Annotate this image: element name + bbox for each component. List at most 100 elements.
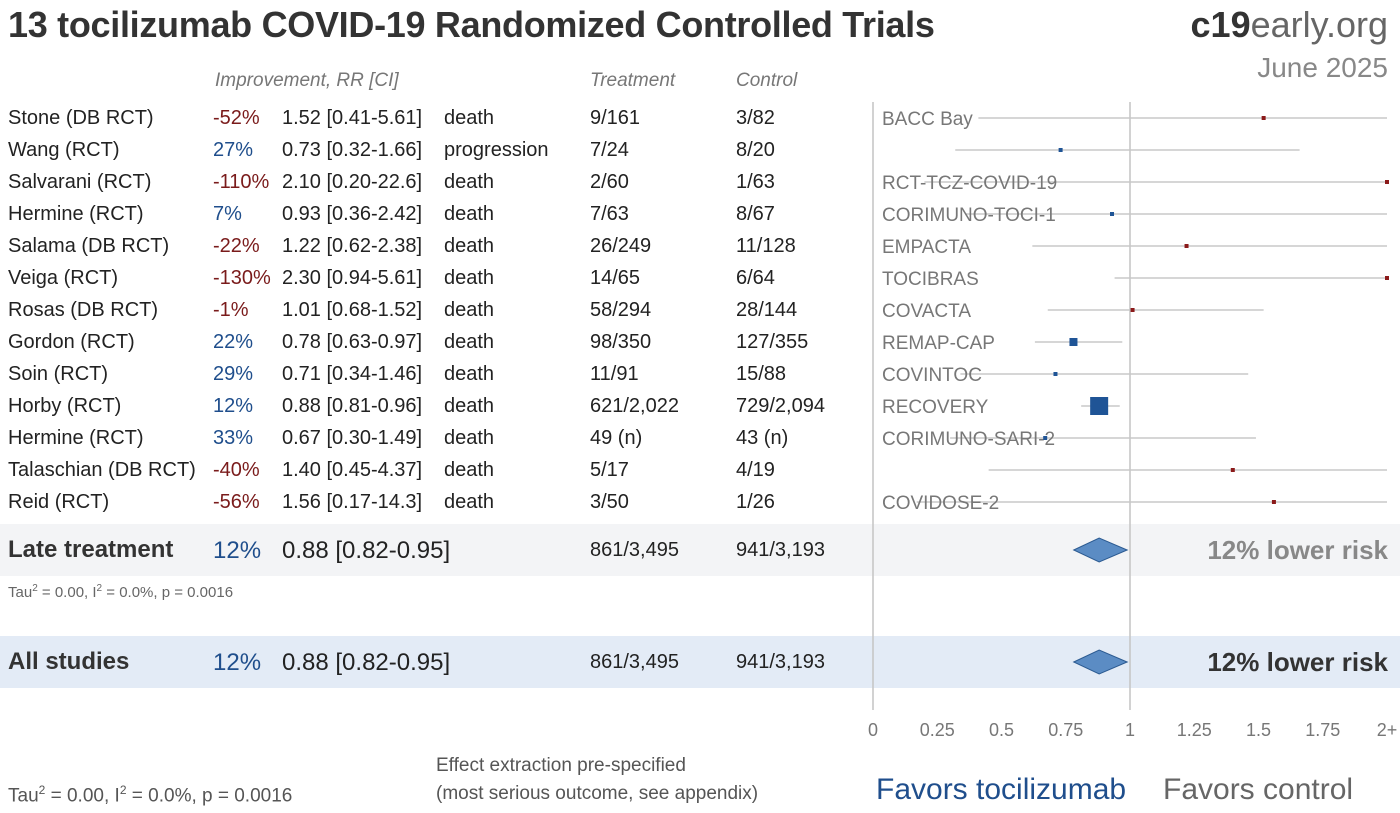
study-outcome: death [444,491,495,513]
study-improvement: -52% [213,107,260,129]
study-row[interactable]: Horby (RCT) 12% 0.88 [0.81-0.96] death 621/2… [0,390,870,422]
study-control: 729/2,094 [736,395,825,417]
study-name: Gordon (RCT) [8,331,135,353]
study-name: Hermine (RCT) [8,203,144,225]
study-rr: 0.88 [0.81-0.96] [282,395,423,417]
extraction-note: Effect extraction pre-specified (most ser… [436,752,758,808]
study-name: Veiga (RCT) [8,267,119,289]
study-improvement: 12% [213,395,254,417]
study-outcome: death [444,459,495,481]
study-control: 8/20 [736,139,775,161]
study-outcome: death [444,235,495,257]
study-row[interactable]: Gordon (RCT) 22% 0.78 [0.63-0.97] death 98/3… [0,326,870,358]
late-treatment-stats: Tau2 = 0.00, I2 = 0.0%, p = 0.0016 [8,583,234,601]
study-improvement: -110% [213,171,270,193]
point-estimate [1058,148,1063,152]
study-name: Salvarani (RCT) [8,171,152,193]
all-studies-rr: 0.88 [0.82-0.95] [282,649,451,676]
late-treatment-band [0,524,1400,576]
study-name: Reid (RCT) [8,491,110,513]
study-outcome: death [444,299,495,321]
all-studies-treatment-count: 861/3,495 [590,651,679,673]
study-outcome: death [444,427,495,449]
study-outcome: death [444,395,495,417]
study-control: 4/19 [736,459,775,481]
study-outcome: death [444,363,495,385]
study-rr: 1.52 [0.41-5.61] [282,107,423,129]
study-row[interactable]: Soin (RCT) 29% 0.71 [0.34-1.46] death 11/91 1… [0,358,870,390]
point-estimate [1069,338,1078,346]
study-control: 43 (n) [736,427,789,449]
favors-treatment-label: Favors tocilizumab [876,773,1127,806]
study-rr: 0.67 [0.30-1.49] [282,427,423,449]
study-name: Rosas (DB RCT) [8,299,159,321]
study-name: Hermine (RCT) [8,427,144,449]
study-row[interactable]: Rosas (DB RCT) -1% 1.01 [0.68-1.52] death 58… [0,294,870,326]
extraction-note-line1: Effect extraction pre-specified [436,755,686,776]
study-rr: 1.56 [0.17-14.3] [282,491,423,513]
study-row[interactable]: Salvarani (RCT) -110% 2.10 [0.20-22.6] deat… [0,166,870,198]
study-rr: 2.10 [0.20-22.6] [282,171,423,193]
trial-label: EMPACTA [882,237,971,258]
study-treatment: 14/65 [590,267,641,289]
study-control: 28/144 [736,299,798,321]
study-row[interactable]: Stone (DB RCT) -52% 1.52 [0.41-5.61] death 9… [0,102,870,134]
late-treatment-risk: 12% lower risk [1207,535,1388,565]
study-improvement: -22% [213,235,260,257]
all-studies-band [0,636,1400,688]
study-row[interactable]: Wang (RCT) 27% 0.73 [0.32-1.66] progression… [0,134,870,166]
study-improvement: -40% [213,459,260,481]
study-rr: 1.22 [0.62-2.38] [282,235,423,257]
study-treatment: 3/50 [590,491,629,513]
study-treatment: 11/91 [590,363,639,385]
trial-label: COVACTA [882,301,971,322]
point-estimate [1130,308,1135,312]
brand-bold: c19 [1190,4,1251,45]
point-estimate [1385,180,1389,184]
study-improvement: 22% [213,331,254,353]
x-tick-label: 1.5 [1246,720,1271,740]
study-row[interactable]: Reid (RCT) -56% 1.56 [0.17-14.3] death 3/50 1… [0,486,870,518]
study-row[interactable]: Veiga (RCT) -130% 2.30 [0.94-5.61] death 14/… [0,262,870,294]
study-control: 8/67 [736,203,775,225]
study-improvement: -130% [213,267,271,289]
brand-logo[interactable]: c19early.org [1191,4,1388,46]
study-row[interactable]: Hermine (RCT) 33% 0.67 [0.30-1.49] death 49 … [0,422,870,454]
study-rr: 0.93 [0.36-2.42] [282,203,423,225]
trial-label: REMAP-CAP [882,333,995,354]
late-treatment-label: Late treatment [8,536,174,563]
late-treatment-rr: 0.88 [0.82-0.95] [282,537,451,564]
study-control: 1/63 [736,171,775,193]
study-row[interactable]: Talaschian (DB RCT) -40% 1.40 [0.45-4.37] d… [0,454,870,486]
column-header-treatment: Treatment [590,70,676,91]
x-tick-label: 0 [868,720,878,740]
study-treatment: 621/2,022 [590,395,679,417]
all-studies-diamond [1072,649,1129,675]
point-estimate [1053,372,1058,376]
study-control: 11/128 [736,235,796,257]
study-improvement: 27% [213,139,254,161]
study-name: Horby (RCT) [8,395,122,417]
study-name: Salama (DB RCT) [8,235,170,257]
study-treatment: 9/161 [590,107,641,129]
study-rr: 1.40 [0.45-4.37] [282,459,423,481]
page-title: 13 tocilizumab COVID-19 Randomized Contr… [8,4,935,45]
study-row[interactable]: Salama (DB RCT) -22% 1.22 [0.62-2.38] death… [0,230,870,262]
point-estimate [1271,500,1276,504]
extraction-note-line2: (most serious outcome, see appendix) [436,783,759,804]
study-improvement: -1% [213,299,249,321]
x-tick-label: 2+ [1377,720,1398,740]
x-tick-label: 0.75 [1048,720,1083,740]
all-studies-improvement: 12% [213,649,262,676]
point-estimate [1110,212,1115,216]
study-treatment: 98/350 [590,331,652,353]
column-header-control: Control [736,70,798,91]
study-outcome: death [444,107,495,129]
study-treatment: 26/249 [590,235,652,257]
x-tick-label: 0.25 [920,720,955,740]
trial-label: TOCIBRAS [882,269,979,290]
study-treatment: 7/24 [590,139,629,161]
study-row[interactable]: Hermine (RCT) 7% 0.93 [0.36-2.42] death 7/63… [0,198,870,230]
late-treatment-control-count: 941/3,193 [736,539,825,561]
